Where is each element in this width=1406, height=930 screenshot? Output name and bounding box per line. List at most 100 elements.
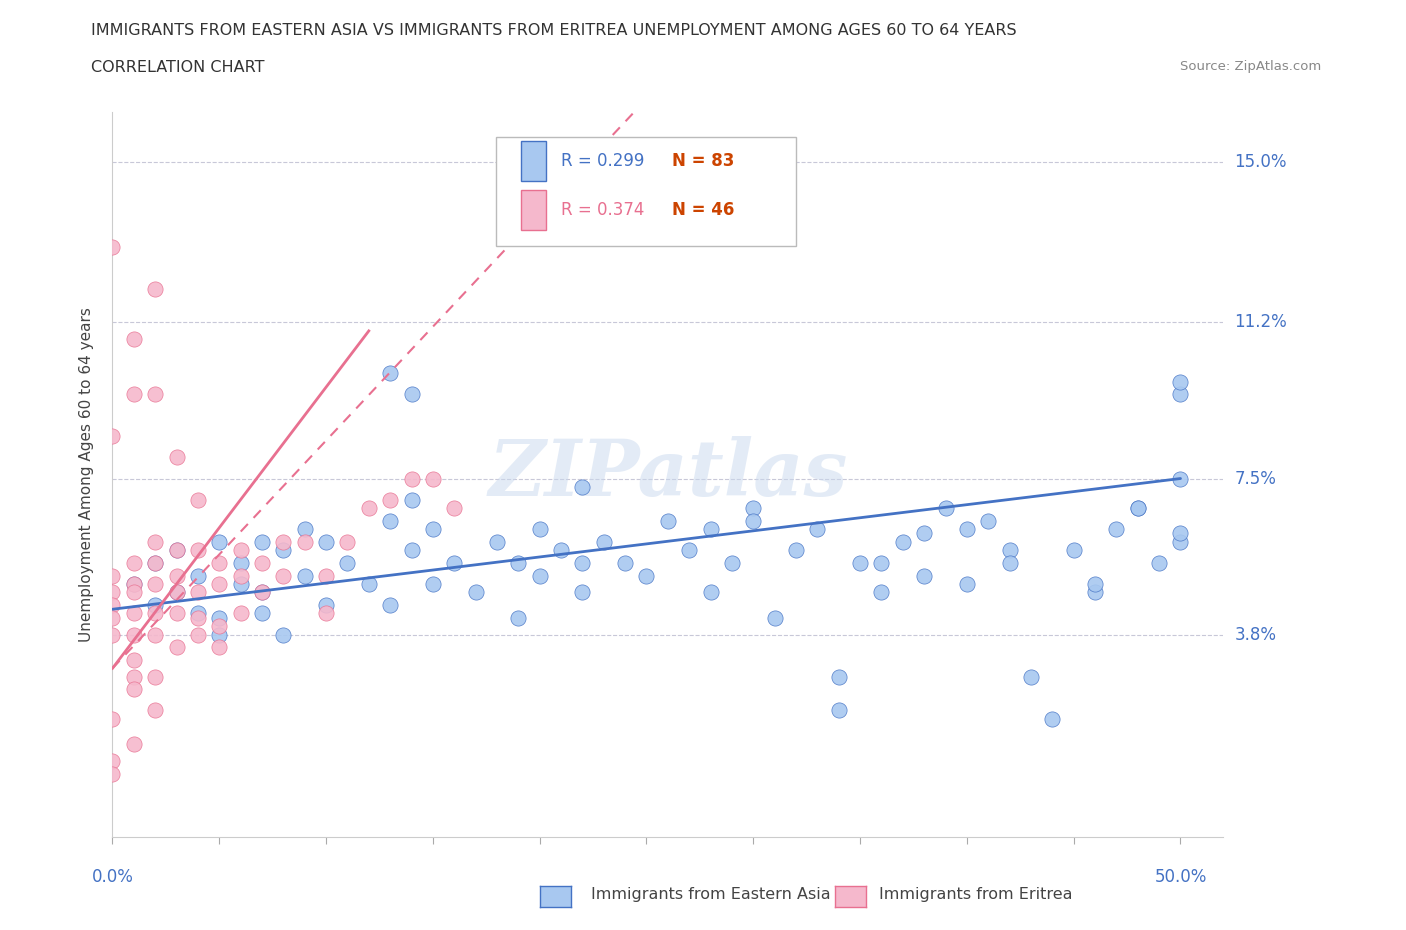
Point bbox=[998, 555, 1021, 570]
Point bbox=[977, 513, 1000, 528]
Point bbox=[294, 568, 316, 583]
Point bbox=[208, 555, 231, 570]
Point bbox=[806, 522, 828, 537]
Point bbox=[166, 450, 188, 465]
Point bbox=[101, 585, 124, 600]
Point bbox=[357, 500, 380, 515]
Point bbox=[187, 543, 209, 558]
Point bbox=[166, 585, 188, 600]
Point bbox=[550, 543, 572, 558]
Point bbox=[143, 555, 166, 570]
Point bbox=[592, 535, 614, 550]
Point bbox=[401, 387, 423, 402]
Point bbox=[229, 555, 252, 570]
Point bbox=[464, 585, 486, 600]
Point bbox=[208, 627, 231, 642]
Text: R = 0.374: R = 0.374 bbox=[561, 201, 644, 219]
Point bbox=[143, 606, 166, 621]
Point bbox=[828, 703, 851, 718]
Point bbox=[101, 711, 124, 726]
Text: Immigrants from Eastern Asia: Immigrants from Eastern Asia bbox=[591, 887, 830, 902]
Point bbox=[122, 332, 145, 347]
Text: 7.5%: 7.5% bbox=[1234, 470, 1277, 487]
Point bbox=[101, 429, 124, 444]
Point bbox=[122, 577, 145, 591]
Text: N = 83: N = 83 bbox=[672, 153, 735, 170]
Point bbox=[678, 543, 700, 558]
Point bbox=[529, 568, 551, 583]
Point bbox=[998, 543, 1021, 558]
Point bbox=[122, 653, 145, 668]
Point bbox=[122, 737, 145, 751]
Text: 50.0%: 50.0% bbox=[1154, 868, 1206, 885]
Point bbox=[785, 543, 807, 558]
Point bbox=[101, 239, 124, 254]
Point bbox=[1040, 711, 1063, 726]
Point bbox=[187, 568, 209, 583]
Point bbox=[870, 585, 893, 600]
Text: IMMIGRANTS FROM EASTERN ASIA VS IMMIGRANTS FROM ERITREA UNEMPLOYMENT AMONG AGES : IMMIGRANTS FROM EASTERN ASIA VS IMMIGRAN… bbox=[91, 23, 1017, 38]
Point bbox=[1126, 500, 1149, 515]
Point bbox=[912, 568, 935, 583]
Point bbox=[1170, 472, 1192, 486]
Text: 3.8%: 3.8% bbox=[1234, 626, 1277, 644]
Point bbox=[422, 522, 444, 537]
Point bbox=[143, 555, 166, 570]
Point bbox=[187, 492, 209, 507]
Point bbox=[273, 627, 295, 642]
Point bbox=[250, 535, 273, 550]
Point bbox=[401, 543, 423, 558]
Point bbox=[101, 598, 124, 613]
Point bbox=[143, 703, 166, 718]
Point bbox=[380, 365, 402, 380]
Point bbox=[166, 543, 188, 558]
Point bbox=[101, 753, 124, 768]
Point bbox=[143, 670, 166, 684]
Point bbox=[229, 577, 252, 591]
Point bbox=[1063, 543, 1085, 558]
Text: Source: ZipAtlas.com: Source: ZipAtlas.com bbox=[1181, 60, 1322, 73]
Point bbox=[122, 577, 145, 591]
Text: ZIPatlas: ZIPatlas bbox=[488, 436, 848, 512]
Point bbox=[699, 585, 721, 600]
Point bbox=[187, 627, 209, 642]
Point bbox=[529, 522, 551, 537]
Point bbox=[187, 610, 209, 625]
Point bbox=[250, 585, 273, 600]
Point bbox=[571, 480, 593, 495]
Point bbox=[250, 585, 273, 600]
Point bbox=[166, 585, 188, 600]
Point bbox=[849, 555, 872, 570]
Text: 15.0%: 15.0% bbox=[1234, 153, 1286, 171]
Point bbox=[636, 568, 658, 583]
Point bbox=[273, 568, 295, 583]
Text: 0.0%: 0.0% bbox=[91, 868, 134, 885]
Point bbox=[166, 568, 188, 583]
Point bbox=[187, 606, 209, 621]
Text: CORRELATION CHART: CORRELATION CHART bbox=[91, 60, 264, 75]
Point bbox=[143, 387, 166, 402]
Point bbox=[294, 522, 316, 537]
Point bbox=[721, 555, 744, 570]
Point bbox=[422, 577, 444, 591]
Text: N = 46: N = 46 bbox=[672, 201, 735, 219]
Point bbox=[1170, 387, 1192, 402]
Point bbox=[657, 513, 679, 528]
Point bbox=[143, 281, 166, 296]
Point bbox=[1105, 522, 1128, 537]
Point bbox=[956, 577, 979, 591]
Point bbox=[101, 627, 124, 642]
Point bbox=[508, 610, 530, 625]
Point bbox=[122, 682, 145, 697]
Point bbox=[143, 535, 166, 550]
FancyBboxPatch shape bbox=[522, 141, 546, 181]
Point bbox=[315, 606, 337, 621]
Point bbox=[934, 500, 956, 515]
Point bbox=[122, 627, 145, 642]
Point bbox=[208, 535, 231, 550]
Point bbox=[122, 387, 145, 402]
Y-axis label: Unemployment Among Ages 60 to 64 years: Unemployment Among Ages 60 to 64 years bbox=[79, 307, 94, 642]
Point bbox=[956, 522, 979, 537]
Point bbox=[166, 543, 188, 558]
Point bbox=[571, 585, 593, 600]
